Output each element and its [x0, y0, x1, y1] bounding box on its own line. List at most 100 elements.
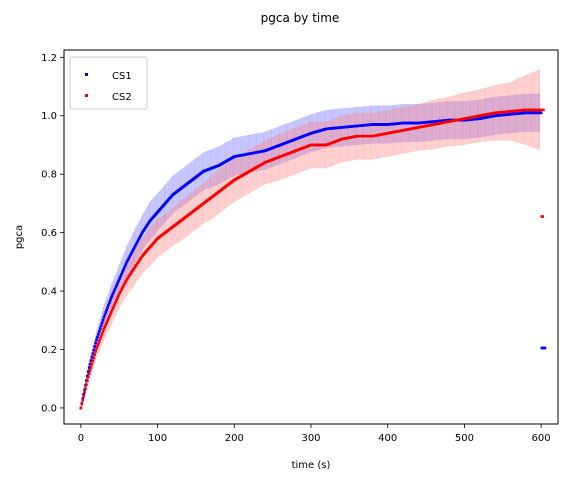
point-cs2	[108, 315, 111, 318]
point-cs2	[97, 342, 100, 346]
point-cs1	[118, 277, 121, 280]
point-cs2	[132, 266, 136, 270]
x-tick-label: 400	[378, 433, 397, 444]
point-cs1	[102, 316, 106, 319]
point-cs1	[146, 222, 150, 226]
point-cs1	[121, 271, 124, 274]
y-tick-label: 0.4	[41, 287, 57, 298]
point-cs2	[84, 387, 87, 390]
point-cs2	[86, 379, 89, 383]
point-cs2	[105, 321, 108, 325]
point-cs2	[541, 215, 544, 218]
point-cs2	[97, 340, 101, 343]
point-cs1	[133, 244, 137, 248]
x-tick-label: 600	[532, 433, 551, 444]
point-cs2	[82, 395, 85, 398]
points-cs2	[79, 108, 545, 410]
point-cs2	[124, 279, 128, 283]
point-cs1	[116, 281, 119, 285]
point-cs2	[113, 302, 117, 306]
point-cs1	[110, 294, 114, 297]
point-cs1	[128, 255, 131, 258]
point-cs1	[140, 232, 143, 236]
point-cs1	[121, 268, 125, 272]
y-tick-label: 1.0	[41, 111, 57, 122]
point-cs1	[99, 324, 103, 328]
point-cs2	[112, 304, 116, 308]
point-cs2	[80, 402, 84, 406]
points-cs1	[79, 111, 547, 410]
point-cs1	[103, 313, 107, 317]
point-cs1	[141, 230, 144, 234]
point-cs2	[134, 264, 138, 267]
point-cs1	[98, 327, 102, 330]
point-cs2	[135, 262, 139, 266]
y-tick-label: 1.2	[41, 53, 57, 64]
point-cs2	[120, 288, 123, 292]
point-cs2	[87, 372, 91, 375]
y-tick-label: 0.8	[41, 170, 57, 181]
point-cs1	[109, 298, 112, 302]
point-cs2	[129, 272, 132, 276]
point-cs2	[88, 369, 92, 372]
point-cs2	[132, 268, 135, 271]
point-cs2	[103, 325, 107, 329]
point-cs2	[96, 344, 99, 348]
point-cs2	[137, 259, 141, 263]
point-cs1	[127, 257, 131, 260]
point-cs2	[123, 281, 127, 285]
point-cs2	[107, 317, 110, 320]
point-cs1	[138, 235, 142, 239]
point-cs2	[110, 308, 114, 312]
point-cs1	[144, 225, 148, 228]
point-cs1	[107, 303, 110, 307]
point-cs1	[539, 111, 543, 115]
point-cs1	[89, 359, 93, 362]
legend-box	[69, 56, 148, 110]
point-cs2	[81, 398, 85, 402]
point-cs1	[105, 308, 108, 312]
point-cs1	[88, 362, 92, 366]
x-axis: 0 100 200 300 400 500 600	[78, 424, 551, 444]
point-cs2	[100, 332, 104, 336]
point-cs1	[144, 226, 147, 230]
legend-label-cs1: CS1	[112, 71, 132, 82]
point-cs1	[101, 318, 105, 322]
point-cs1	[124, 262, 128, 266]
point-cs2	[118, 292, 121, 295]
point-cs2	[119, 290, 122, 293]
point-cs1	[106, 306, 109, 309]
point-cs1	[120, 273, 123, 276]
point-cs1	[94, 341, 97, 345]
x-tick-label: 100	[148, 433, 167, 444]
y-axis: 0.0 0.2 0.4 0.6 0.8 1.0 1.2	[41, 53, 64, 414]
point-cs2	[126, 276, 130, 280]
legend-marker-cs1	[85, 73, 88, 76]
point-cs2	[117, 294, 120, 297]
point-cs1	[142, 229, 145, 233]
point-cs2	[109, 313, 112, 316]
point-cs1	[82, 392, 85, 396]
point-cs2	[125, 278, 129, 281]
point-cs2	[109, 310, 113, 314]
y-tick-label: 0.0	[41, 403, 57, 414]
point-cs2	[131, 269, 134, 273]
point-cs1	[114, 285, 118, 289]
point-cs2	[89, 366, 93, 369]
x-tick-label: 0	[78, 433, 84, 444]
point-cs1	[100, 321, 104, 325]
x-tick-label: 300	[301, 433, 320, 444]
point-cs1	[111, 292, 115, 295]
point-cs1	[131, 250, 134, 253]
point-cs2	[102, 327, 106, 331]
point-cs1	[130, 251, 133, 255]
point-cs1	[143, 228, 146, 231]
point-cs2	[128, 273, 131, 277]
legend-label-cs2: CS2	[112, 92, 132, 103]
legend: CS1 CS2	[69, 56, 148, 110]
point-cs1	[122, 266, 126, 270]
point-cs2	[115, 298, 119, 301]
point-cs1	[92, 348, 96, 352]
point-cs2	[133, 265, 137, 269]
point-cs2	[92, 356, 96, 360]
